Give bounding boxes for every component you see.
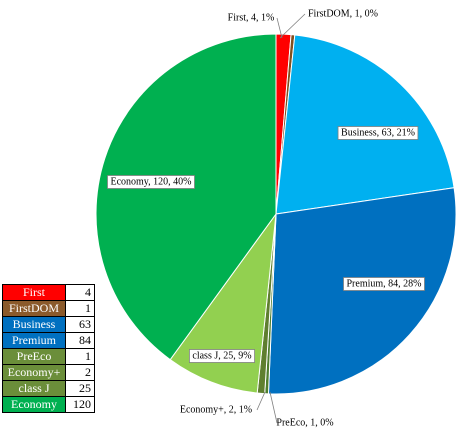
- legend-category: First: [2, 284, 66, 301]
- legend-value: 4: [65, 284, 95, 301]
- svg-text:Business, 63, 21%: Business, 63, 21%: [341, 128, 415, 139]
- legend-row: Business 63: [2, 316, 95, 333]
- slice-label-firstdom: FirstDOM, 1, 0%: [308, 9, 378, 20]
- legend-value: 2: [65, 364, 95, 381]
- svg-text:Economy+, 2, 1%: Economy+, 2, 1%: [180, 405, 252, 416]
- legend-value: 1: [65, 300, 95, 317]
- legend-category: Premium: [2, 332, 66, 349]
- legend-category: PreEco: [2, 348, 66, 365]
- slice-label-premium: Premium, 84, 28%: [343, 277, 425, 291]
- legend-value: 25: [65, 380, 95, 397]
- slice-label-first: First, 4, 1%: [228, 13, 275, 24]
- legend-row: Premium 84: [2, 332, 95, 349]
- legend-value: 1: [65, 348, 95, 365]
- pie-slice-economy: [95, 33, 277, 361]
- legend-value: 120: [65, 396, 95, 413]
- legend-category: Business: [2, 316, 66, 333]
- legend-value: 84: [65, 332, 95, 349]
- pie-slice-business: [275, 34, 455, 215]
- pie-slice-class-j: [169, 212, 277, 394]
- leader-line: [256, 391, 266, 411]
- leader-line: [269, 391, 278, 424]
- leader-line: [276, 17, 283, 39]
- slice-label-preeco: PreEco, 1, 0%: [276, 418, 333, 429]
- svg-text:Premium, 84, 28%: Premium, 84, 28%: [347, 279, 422, 290]
- legend-row: FirstDOM 1: [2, 300, 95, 317]
- legend-category: Economy: [2, 396, 66, 413]
- leader-lines: [256, 13, 306, 424]
- legend-row: First 4: [2, 284, 95, 301]
- svg-text:FirstDOM, 1, 0%: FirstDOM, 1, 0%: [308, 9, 378, 20]
- leader-line: [279, 13, 306, 39]
- svg-text:PreEco, 1, 0%: PreEco, 1, 0%: [276, 418, 333, 429]
- legend-table: First 4 FirstDOM 1 Business 63 Premium 84 PreEco…: [2, 284, 95, 413]
- legend-row: class J 25: [2, 380, 95, 397]
- legend-row: PreEco 1: [2, 348, 95, 365]
- slice-label-business: Business, 63, 21%: [337, 126, 419, 140]
- pie-slices: [95, 33, 457, 395]
- legend-row: Economy+ 2: [2, 364, 95, 381]
- legend-category: FirstDOM: [2, 300, 66, 317]
- slice-label-economy: Economy, 120, 40%: [107, 175, 195, 189]
- slice-label-class-j: class J, 25, 9%: [189, 349, 255, 363]
- legend-category: class J: [2, 380, 66, 397]
- legend-category: Economy+: [2, 364, 66, 381]
- svg-text:Economy, 120, 40%: Economy, 120, 40%: [110, 177, 191, 188]
- legend-row: Economy 120: [2, 396, 95, 413]
- slice-labels: First, 4, 1% FirstDOM, 1, 0% Business, 63,…: [107, 9, 425, 429]
- legend-value: 63: [65, 316, 95, 333]
- svg-text:class J, 25, 9%: class J, 25, 9%: [192, 351, 251, 362]
- svg-text:First, 4, 1%: First, 4, 1%: [228, 13, 275, 24]
- slice-label-economy-: Economy+, 2, 1%: [180, 405, 252, 416]
